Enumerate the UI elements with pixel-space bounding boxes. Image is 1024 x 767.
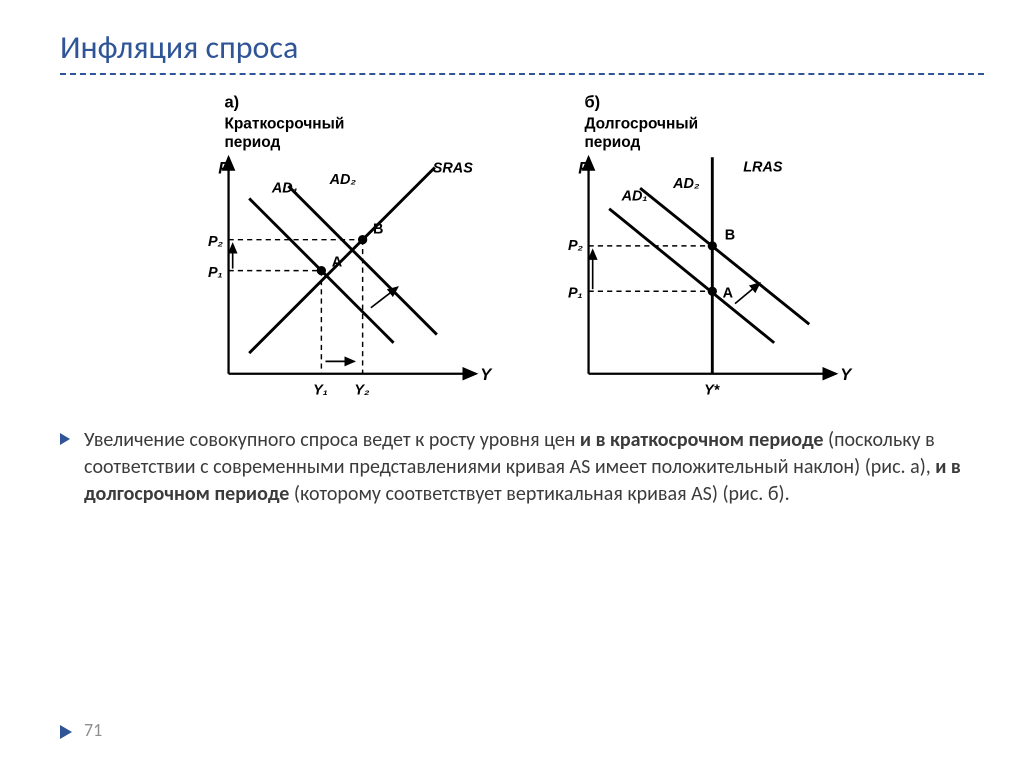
chart-b-point-a	[708, 287, 717, 296]
chart-a-ad1-label: AD₁	[271, 180, 298, 196]
chart-b-p1-label: P₁	[568, 285, 583, 301]
chart-a-panel-title-l1: Краткосрочный	[224, 115, 344, 132]
chart-a-sras-label: SRAS	[433, 161, 473, 177]
chart-a-point-a	[317, 266, 326, 275]
chart-a-p2-label: P₂	[208, 234, 224, 250]
chart-b-point-b-label: B	[725, 228, 735, 244]
chart-a: а) Краткосрочный период P Y SRAS AD₁ AD₂	[162, 85, 522, 415]
chart-b-p2-label: P₂	[568, 238, 584, 254]
chart-b-x-axis-label: Y	[840, 366, 853, 384]
chart-b-shift-arrow-curve	[735, 283, 760, 304]
chart-b-lras-label: LRAS	[743, 160, 783, 176]
chart-a-y1-label: Y₁	[313, 382, 328, 398]
slide: Инфляция спроса а) Краткосрочный период …	[0, 0, 1024, 767]
chart-b-panel-title-l2: период	[584, 134, 640, 151]
chart-b-panel-title-l1: Долгосрочный	[584, 115, 698, 132]
title-divider	[60, 73, 984, 75]
chart-a-x-axis-label: Y	[480, 366, 493, 384]
chart-a-point-a-label: A	[332, 255, 343, 271]
slide-title: Инфляция спроса	[60, 28, 984, 67]
chart-b: б) Долгосрочный период P Y LRAS AD₁ AD₂ …	[522, 85, 882, 415]
chart-a-panel-title-l2: период	[224, 134, 280, 151]
page-number: 71	[84, 719, 102, 741]
bullet-icon	[60, 433, 70, 445]
chart-a-y-axis-label: P	[218, 160, 230, 178]
chart-b-point-a-label: A	[723, 285, 734, 301]
body-paragraph: Увеличение совокупного спроса ведет к ро…	[60, 427, 984, 508]
chart-b-ad2-label: AD₂	[672, 176, 700, 192]
chart-b-y-axis-label: P	[578, 160, 590, 178]
chart-a-ad2-label: AD₂	[329, 172, 357, 188]
chart-a-shift-arrow-curve	[371, 287, 398, 308]
chart-a-p1-label: P₁	[208, 265, 223, 281]
chart-b-point-b	[708, 241, 717, 250]
chart-b-panel-label: б)	[584, 94, 600, 112]
chart-b-ystar-label: Y*	[704, 382, 721, 398]
body-content: Увеличение совокупного спроса ведет к ро…	[84, 428, 961, 506]
charts-row: а) Краткосрочный период P Y SRAS AD₁ AD₂	[60, 85, 984, 415]
chart-a-panel-label: а)	[224, 94, 239, 112]
chart-a-point-b	[358, 235, 367, 244]
chart-a-point-b-label: B	[373, 222, 383, 238]
page-arrow-icon	[60, 725, 72, 739]
chart-a-y2-label: Y₂	[354, 382, 370, 398]
